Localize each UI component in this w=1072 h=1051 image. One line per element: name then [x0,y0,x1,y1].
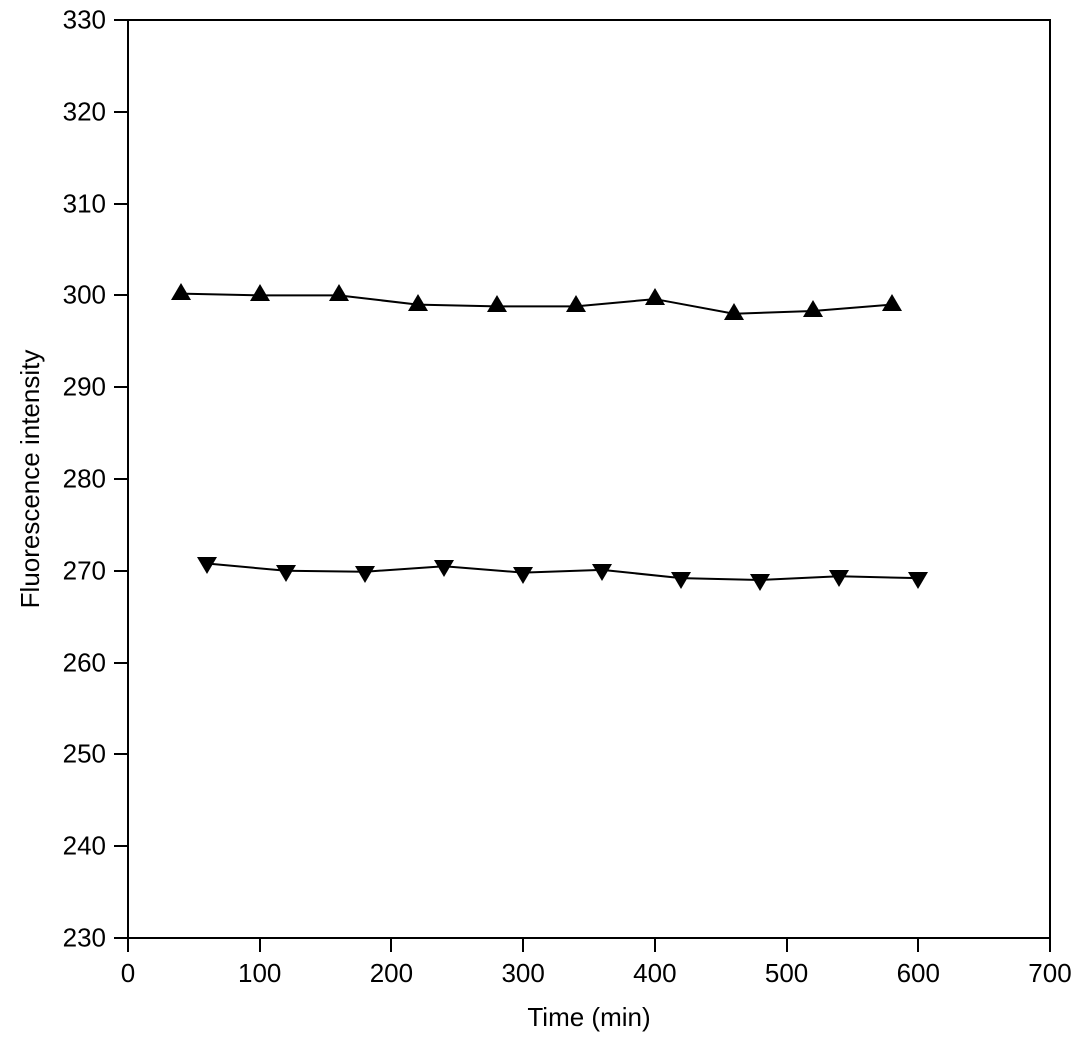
x-tick-label: 0 [121,958,135,989]
y-tick [114,203,128,205]
y-tick-label: 330 [63,5,106,36]
x-tick-label: 300 [501,958,544,989]
triangle-up-icon [329,284,349,301]
x-tick [522,938,524,952]
y-tick-label: 320 [63,96,106,127]
x-tick [917,938,919,952]
x-tick [390,938,392,952]
triangle-up-icon [408,294,428,311]
y-tick [114,753,128,755]
triangle-down-icon [829,570,849,587]
series-up-triangles-line [181,294,892,314]
x-tick [654,938,656,952]
x-tick [127,938,129,952]
x-tick-label: 200 [370,958,413,989]
y-tick [114,294,128,296]
triangle-down-icon [908,572,928,589]
x-tick-label: 400 [633,958,676,989]
y-tick-label: 300 [63,280,106,311]
x-tick-label: 500 [765,958,808,989]
y-tick-label: 260 [63,647,106,678]
y-tick [114,845,128,847]
x-tick [1049,938,1051,952]
y-tick-label: 250 [63,739,106,770]
y-tick [114,478,128,480]
y-tick [114,386,128,388]
x-tick-label: 100 [238,958,281,989]
triangle-down-icon [592,564,612,581]
series-down-triangles-line [207,563,918,580]
triangle-down-icon [197,557,217,574]
y-tick [114,570,128,572]
triangle-up-icon [171,283,191,300]
y-tick [114,937,128,939]
triangle-down-icon [750,574,770,591]
triangle-down-icon [355,566,375,583]
y-tick [114,111,128,113]
y-tick-label: 240 [63,831,106,862]
x-tick-label: 700 [1028,958,1071,989]
triangle-up-icon [487,295,507,312]
triangle-down-icon [276,565,296,582]
chart-container: 0 100 200 300 400 500 600 700 230 240 250 260 270 280… [0,0,1072,1051]
y-axis-label: Fluorescence intensity [15,20,46,938]
triangle-down-icon [671,572,691,589]
y-tick [114,662,128,664]
triangle-up-icon [645,288,665,305]
y-tick-label: 270 [63,555,106,586]
y-tick-label: 230 [63,923,106,954]
triangle-up-icon [724,303,744,320]
x-tick [786,938,788,952]
triangle-up-icon [566,295,586,312]
triangle-up-icon [882,294,902,311]
triangle-down-icon [513,567,533,584]
x-tick-label: 600 [897,958,940,989]
y-tick-label: 290 [63,372,106,403]
triangle-up-icon [803,300,823,317]
triangle-down-icon [434,560,454,577]
y-tick-label: 280 [63,464,106,495]
y-tick [114,19,128,21]
chart-svg [0,0,1072,1051]
triangle-up-icon [250,284,270,301]
x-tick [259,938,261,952]
y-tick-label: 310 [63,188,106,219]
x-axis-label: Time (min) [527,1002,650,1033]
